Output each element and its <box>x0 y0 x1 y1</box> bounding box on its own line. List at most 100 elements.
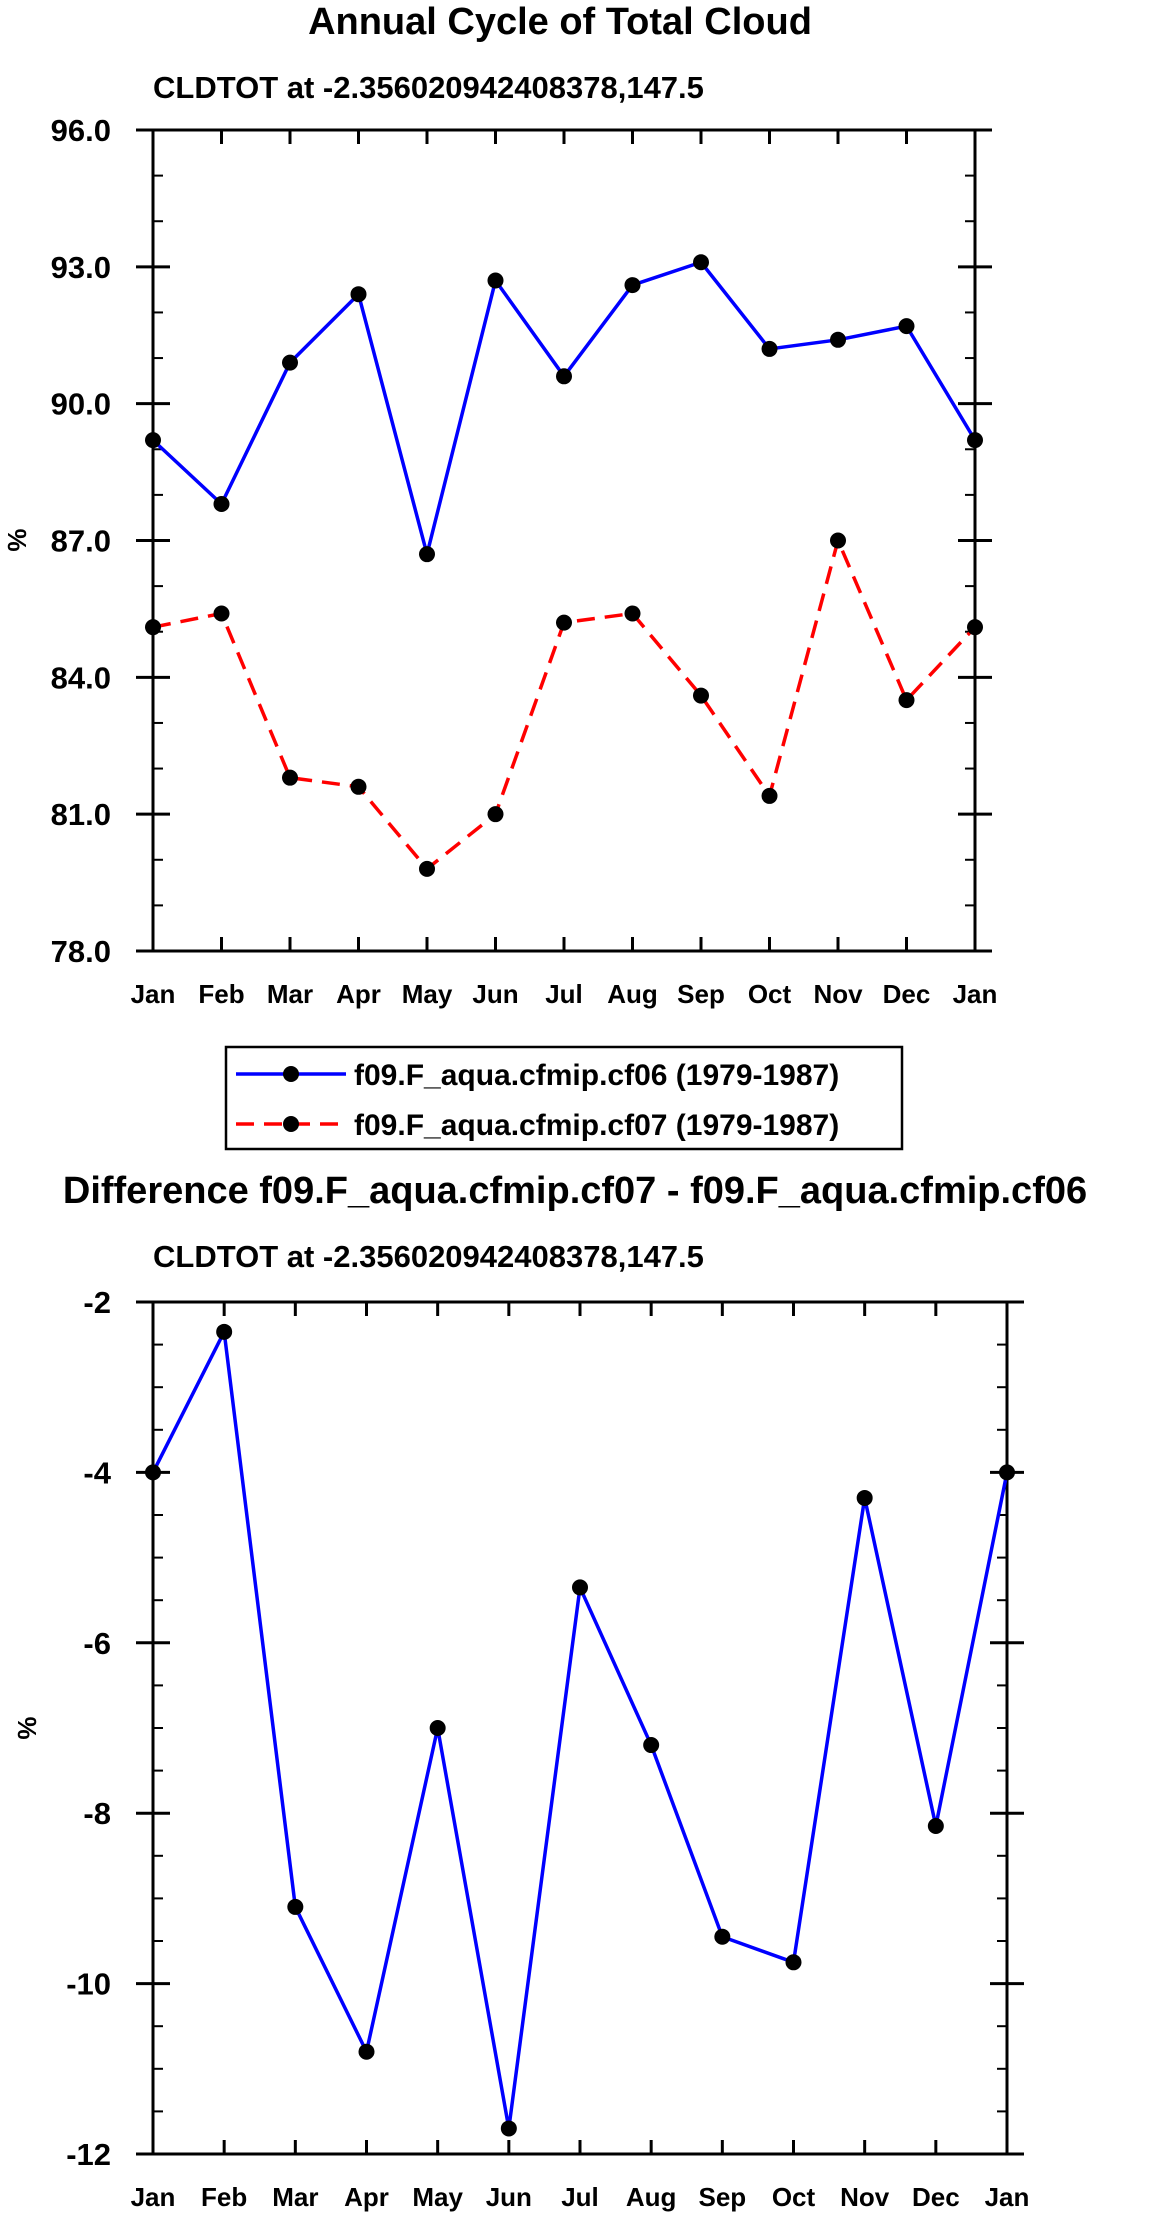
data-point <box>213 496 230 513</box>
data-point <box>145 432 161 449</box>
chart-title: Annual Cycle of Total Cloud <box>308 1 812 43</box>
x-tick-label: Jan <box>985 2182 1030 2212</box>
y-tick-labels: 78.0 81.0 84.0 87.0 90.0 93.0 96.0 <box>51 113 111 969</box>
data-point <box>429 1720 446 1736</box>
annual-cycle-panel: Annual Cycle of Total Cloud CLDTOT at -2… <box>2 1 998 1151</box>
data-point <box>282 769 298 786</box>
x-tick-label: Jan <box>131 979 176 1009</box>
y-axis-label: % <box>12 1716 42 1739</box>
chart-subtitle: CLDTOT at -2.356020942408378,147.5 <box>153 1239 704 1274</box>
data-point <box>145 1464 161 1481</box>
plot-frame <box>151 1300 1009 2156</box>
data-point <box>693 687 709 704</box>
x-tick-label: May <box>412 2182 463 2212</box>
data-point <box>967 432 983 449</box>
data-point <box>856 1489 873 1506</box>
x-tick-label: Sep <box>698 2182 746 2212</box>
y-tick-label: -12 <box>66 2137 111 2172</box>
x-tick-label: Sep <box>677 979 725 1009</box>
data-point <box>282 354 298 371</box>
data-point <box>487 806 504 823</box>
difference-panel: Difference f09.F_aqua.cfmip.cf07 - f09.F… <box>12 1170 1087 2212</box>
legend-label-cf07: f09.F_aqua.cfmip.cf07 (1979-1987) <box>354 1109 839 1142</box>
x-tick-label: Apr <box>344 2182 389 2212</box>
y-tick-label: 90.0 <box>51 387 111 422</box>
legend-entry-cf07: f09.F_aqua.cfmip.cf07 (1979-1987) <box>236 1109 839 1142</box>
data-point <box>213 605 230 622</box>
y-tick-label: -2 <box>83 1285 111 1320</box>
data-point <box>556 614 572 631</box>
y-tick-label: -8 <box>83 1796 111 1831</box>
legend: f09.F_aqua.cfmip.cf06 (1979-1987) f09.F_… <box>224 1045 904 1151</box>
data-point <box>419 860 435 877</box>
data-point <box>216 1323 233 1340</box>
data-point <box>287 1898 304 1915</box>
data-point <box>350 778 367 795</box>
y-tick-labels: -12 -10 -8 -6 -4 -2 <box>66 1285 112 2172</box>
data-point <box>556 368 572 385</box>
x-tick-label: Dec <box>883 979 931 1009</box>
x-tick-label: Aug <box>607 979 658 1009</box>
y-tick-label: 93.0 <box>51 250 111 285</box>
x-tick-label: Jun <box>486 2182 532 2212</box>
y-tick-label: 81.0 <box>51 797 111 832</box>
x-tick-label: Feb <box>198 979 244 1009</box>
legend-marker-cf06 <box>283 1066 299 1082</box>
data-point <box>145 619 161 636</box>
axis-ticks <box>136 1300 1024 2156</box>
legend-entry-cf06: f09.F_aqua.cfmip.cf06 (1979-1987) <box>236 1059 839 1092</box>
data-point <box>830 532 846 549</box>
x-tick-labels: Jan Feb Mar Apr May Jun Jul Aug Sep Oct Nov Dec Jan <box>131 2182 1030 2212</box>
data-point <box>785 1954 802 1971</box>
chart-title: Difference f09.F_aqua.cfmip.cf07 - f09.F… <box>63 1170 1087 1212</box>
chart-subtitle: CLDTOT at -2.356020942408378,147.5 <box>153 70 704 105</box>
axis-ticks <box>136 128 992 953</box>
data-point <box>898 318 915 335</box>
x-tick-label: Nov <box>840 2182 890 2212</box>
y-tick-label: 96.0 <box>51 113 111 148</box>
x-tick-label: Jul <box>545 979 583 1009</box>
data-point <box>927 1817 944 1834</box>
y-tick-label: -6 <box>83 1626 111 1661</box>
y-tick-label: 84.0 <box>51 660 111 695</box>
data-point <box>967 619 983 636</box>
data-point <box>761 340 778 357</box>
x-tick-label: Dec <box>912 2182 960 2212</box>
legend-label-cf06: f09.F_aqua.cfmip.cf06 (1979-1987) <box>354 1059 839 1092</box>
data-point <box>999 1464 1015 1481</box>
x-tick-label: Nov <box>813 979 863 1009</box>
data-point <box>693 254 709 271</box>
x-tick-label: Jan <box>953 979 998 1009</box>
series-markers-cf06 <box>145 254 983 563</box>
series-line-cf07 <box>152 538 977 871</box>
y-tick-label: 78.0 <box>51 934 111 969</box>
data-point <box>761 787 778 804</box>
data-point <box>898 692 915 709</box>
x-tick-label: May <box>402 979 453 1009</box>
x-tick-label: Oct <box>772 2182 816 2212</box>
series-markers-cf07 <box>145 532 983 877</box>
legend-marker-cf07 <box>283 1116 299 1132</box>
x-tick-label: Oct <box>748 979 792 1009</box>
y-tick-label: -10 <box>66 1967 111 2002</box>
data-point <box>624 277 641 294</box>
x-tick-label: Jan <box>131 2182 176 2212</box>
x-tick-labels: Jan Feb Mar Apr May Jun Jul Aug Sep Oct Nov Dec Jan <box>131 979 998 1009</box>
plot-frame <box>151 128 977 953</box>
data-point <box>500 2120 517 2137</box>
x-tick-label: Mar <box>272 2182 318 2212</box>
data-point <box>350 286 367 303</box>
y-tick-label: -4 <box>83 1455 111 1490</box>
series-line-difference <box>151 1330 1009 2131</box>
x-tick-label: Jul <box>561 2182 599 2212</box>
x-tick-label: Jun <box>472 979 518 1009</box>
series-markers-difference <box>145 1323 1015 2137</box>
data-point <box>572 1579 588 1596</box>
data-point <box>714 1928 731 1945</box>
data-point <box>487 272 504 289</box>
data-point <box>830 331 846 348</box>
x-tick-label: Aug <box>626 2182 677 2212</box>
data-point <box>643 1737 660 1754</box>
y-axis-label: % <box>2 528 32 551</box>
